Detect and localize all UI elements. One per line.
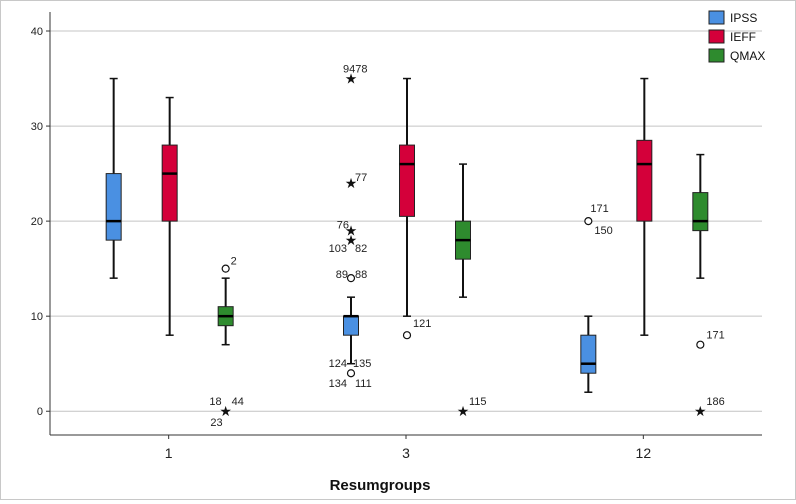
outlier-star: ★ bbox=[345, 71, 358, 87]
outlier-label: 76 bbox=[337, 220, 349, 232]
box-ieff bbox=[399, 144, 415, 217]
x-tick-labels: 1 3 12 bbox=[165, 445, 652, 461]
outlier-label: 111 bbox=[355, 378, 372, 390]
outlier-label: 121 bbox=[413, 318, 431, 330]
outlier-star: ★ bbox=[694, 403, 707, 419]
box-ipss bbox=[343, 315, 359, 336]
outlier-circle bbox=[402, 331, 412, 340]
outlier-star: ★ bbox=[457, 403, 470, 419]
y-tick-label: 40 bbox=[31, 26, 43, 38]
outlier-label: 124 bbox=[329, 358, 347, 370]
box-qmax bbox=[692, 192, 709, 232]
box-ieff bbox=[161, 144, 178, 222]
legend-label-ieff: IEFF bbox=[730, 30, 756, 44]
box-ieff bbox=[636, 139, 653, 222]
outlier-label: 89 bbox=[336, 269, 348, 281]
outlier-circle bbox=[584, 217, 593, 226]
box-ipss bbox=[580, 334, 597, 374]
outlier-circle bbox=[696, 340, 705, 349]
axes bbox=[46, 12, 762, 439]
box-ipss bbox=[105, 173, 122, 241]
outlier-star: ★ bbox=[345, 232, 358, 248]
legend-label-ipss: IPSS bbox=[730, 11, 757, 25]
legend-swatch-ieff bbox=[708, 29, 725, 44]
outlier-label: 186 bbox=[706, 396, 724, 408]
outlier-star: ★ bbox=[345, 175, 358, 191]
y-tick-label: 30 bbox=[31, 121, 43, 133]
x-tick-label: 1 bbox=[165, 445, 173, 461]
outlier-label: 18 bbox=[209, 396, 221, 408]
legend: IPSS IEFF QMAX bbox=[708, 10, 765, 63]
outlier-star: ★ bbox=[219, 403, 232, 419]
outlier-label: 150 bbox=[594, 225, 612, 237]
legend-swatch-qmax bbox=[708, 48, 725, 63]
outlier-label: 171 bbox=[706, 330, 724, 342]
x-tick-label: 3 bbox=[402, 445, 410, 461]
outlier-label: 2 bbox=[231, 256, 237, 268]
outlier-circle bbox=[221, 264, 230, 273]
y-tick-labels: 0 10 20 30 40 bbox=[31, 26, 43, 418]
outlier-star: ★ bbox=[345, 223, 358, 239]
outlier-label: 23 bbox=[210, 417, 222, 429]
outlier-label: 82 bbox=[355, 243, 367, 255]
outlier-label: 9478 bbox=[343, 64, 367, 76]
x-axis-label: Resumgroups bbox=[330, 477, 431, 494]
outlier-label: 88 bbox=[355, 269, 367, 281]
outlier-label: 77 bbox=[355, 172, 367, 184]
x-tick-label: 12 bbox=[636, 445, 652, 461]
y-tick-label: 0 bbox=[37, 406, 43, 418]
outlier-label: 171 bbox=[590, 203, 608, 215]
outlier-label: 103 bbox=[329, 243, 347, 255]
y-tick-label: 10 bbox=[31, 311, 43, 323]
legend-swatch-ipss bbox=[708, 10, 725, 25]
outlier-label: 115 bbox=[469, 396, 487, 408]
box-series bbox=[105, 77, 709, 393]
legend-label-qmax: QMAX bbox=[730, 49, 765, 63]
outlier-label: 44 bbox=[232, 396, 244, 408]
outlier-circle bbox=[346, 274, 356, 283]
y-tick-label: 20 bbox=[31, 216, 43, 228]
outlier-label: 135 bbox=[353, 358, 371, 370]
outlier-label: 134 bbox=[329, 378, 347, 390]
outlier-circle bbox=[346, 369, 356, 378]
